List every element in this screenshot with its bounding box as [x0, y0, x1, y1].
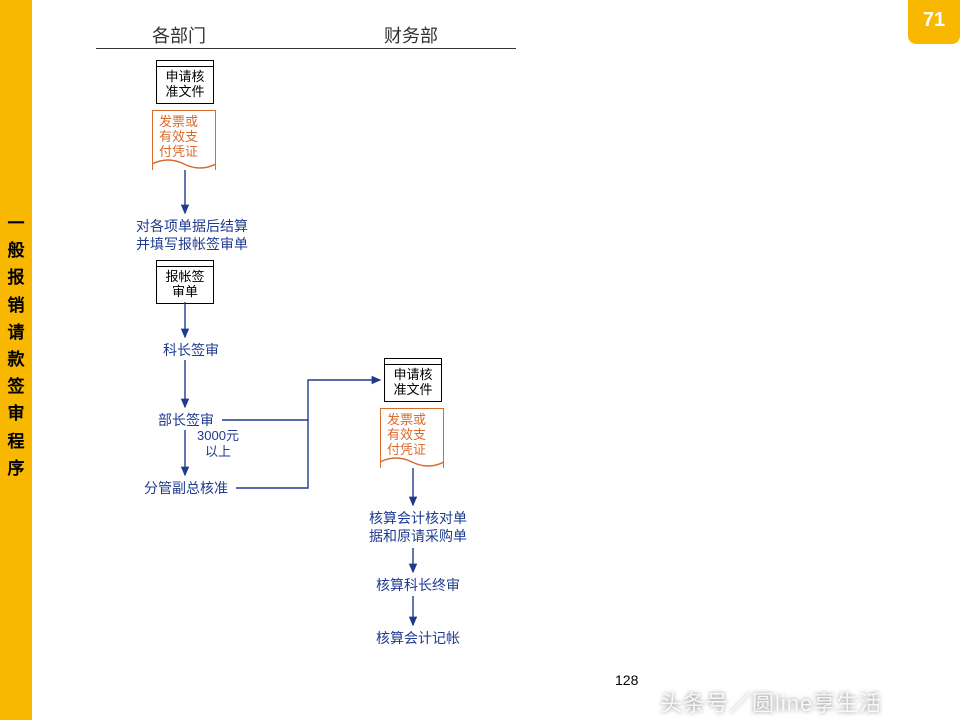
sidebar-title-char: 签 [0, 373, 32, 400]
column-header-right: 财务部 [384, 22, 438, 48]
sidebar-title-char: 款 [0, 346, 32, 373]
sidebar-title-char: 请 [0, 319, 32, 346]
note1-l3: 付凭证 [159, 144, 198, 159]
t1-l1: 对各项单据后结算 [136, 218, 248, 234]
note1-l1: 发票或 [159, 114, 198, 129]
step-accountant-verify: 核算会计核对单 据和原请采购单 [358, 510, 478, 545]
sidebar-title-char: 般 [0, 237, 32, 264]
doc1-line1: 申请核 [165, 69, 204, 84]
watermark: 头条号／圆line享生活 [660, 686, 882, 718]
page-number: 128 [615, 672, 638, 688]
sidebar-title-char: 审 [0, 400, 32, 427]
step-settle: 对各项单据后结算 并填写报帐签审单 [122, 218, 262, 253]
t5-l2: 据和原请采购单 [369, 528, 467, 544]
cond-l1: 3000元 [197, 428, 239, 443]
column-header-left: 各部门 [152, 22, 206, 48]
note2-l3: 付凭证 [387, 442, 426, 457]
sidebar-title: 一般报销请款签审程序 [0, 210, 32, 482]
doc2-l2: 审单 [172, 284, 198, 299]
doc1: 申请核 准文件 [156, 66, 214, 104]
doc1-line2: 准文件 [165, 84, 204, 99]
page-badge: 71 [908, 0, 960, 44]
condition-3000: 3000元 以上 [188, 428, 248, 461]
sidebar-title-char: 报 [0, 264, 32, 291]
note2-l2: 有效支 [387, 427, 426, 442]
note2-wave-icon [380, 456, 444, 468]
flow-arrows [0, 0, 960, 720]
step-acct-section-final: 核算科长终审 [366, 577, 470, 595]
note2-l1: 发票或 [387, 412, 426, 427]
step-bookkeeping: 核算会计记帐 [366, 630, 470, 648]
doc2: 报帐签 审单 [156, 266, 214, 304]
doc2-l1: 报帐签 [165, 269, 204, 284]
sidebar-title-char: 销 [0, 292, 32, 319]
header-underline [96, 48, 516, 49]
sidebar-title-char: 一 [0, 210, 32, 237]
t1-l2: 并填写报帐签审单 [136, 236, 248, 252]
step-dept-chief: 部长签审 [146, 412, 226, 430]
note1-l2: 有效支 [159, 129, 198, 144]
doc3-l1: 申请核 [393, 367, 432, 382]
step-vp-approve: 分管副总核准 [136, 480, 236, 498]
doc3-l2: 准文件 [393, 382, 432, 397]
note1-wave-icon [152, 158, 216, 170]
cond-l2: 以上 [205, 444, 231, 459]
step-section-chief: 科长签审 [156, 342, 226, 360]
sidebar-title-char: 序 [0, 455, 32, 482]
t5-l1: 核算会计核对单 [369, 510, 467, 526]
sidebar-title-char: 程 [0, 428, 32, 455]
doc3: 申请核 准文件 [384, 364, 442, 402]
